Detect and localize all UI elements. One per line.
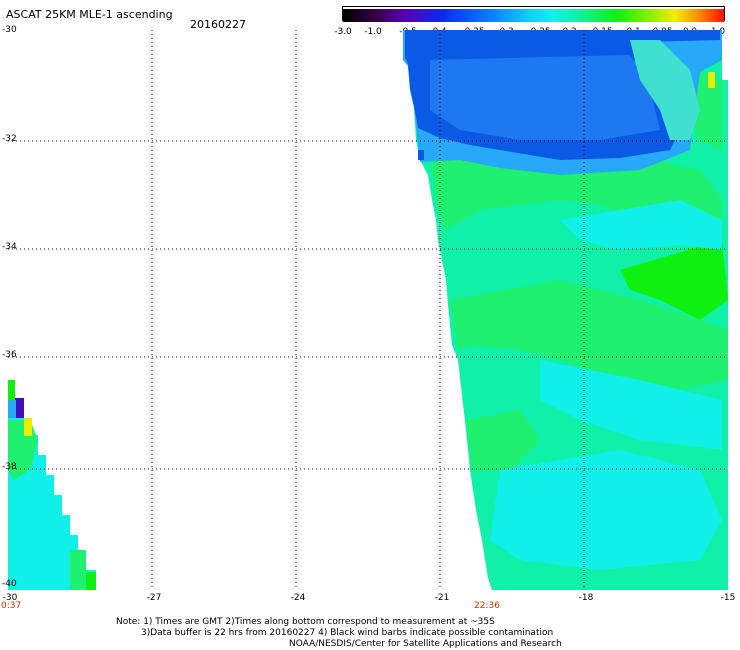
longitude-label: -30 [2,593,18,603]
longitude-label: -24 [290,593,306,603]
grid-lines [8,30,728,590]
latitude-label: -34 [2,242,17,252]
time-label-right: 22:36 [474,601,500,611]
time-label-left: 0:37 [1,601,22,611]
note-line-2: 3)Data buffer is 22 hrs from 20160227 4)… [141,628,554,638]
colorbar [342,6,725,22]
colorbar-label: -3.0 [334,27,352,37]
latitude-label: -30 [2,25,17,35]
longitude-label: -27 [146,593,162,603]
latitude-label: -40 [2,579,17,589]
colorbar-label: -1.0 [364,27,382,37]
swath-left [8,380,96,590]
longitude-label: -21 [434,593,450,603]
colorbar-gradient [343,9,724,22]
longitude-label: -15 [720,593,736,603]
latitude-label: -38 [2,462,17,472]
swath-main [403,30,728,590]
map-date: 20160227 [190,18,246,31]
note-line-3: NOAA/NESDIS/Center for Satellite Applica… [289,639,562,649]
latitude-label: -32 [2,134,17,144]
note-line-1: Note: 1) Times are GMT 2)Times along bot… [116,617,495,627]
latitude-label: -36 [2,350,17,360]
map-title: ASCAT 25KM MLE-1 ascending [6,8,173,21]
longitude-label: -18 [578,593,594,603]
